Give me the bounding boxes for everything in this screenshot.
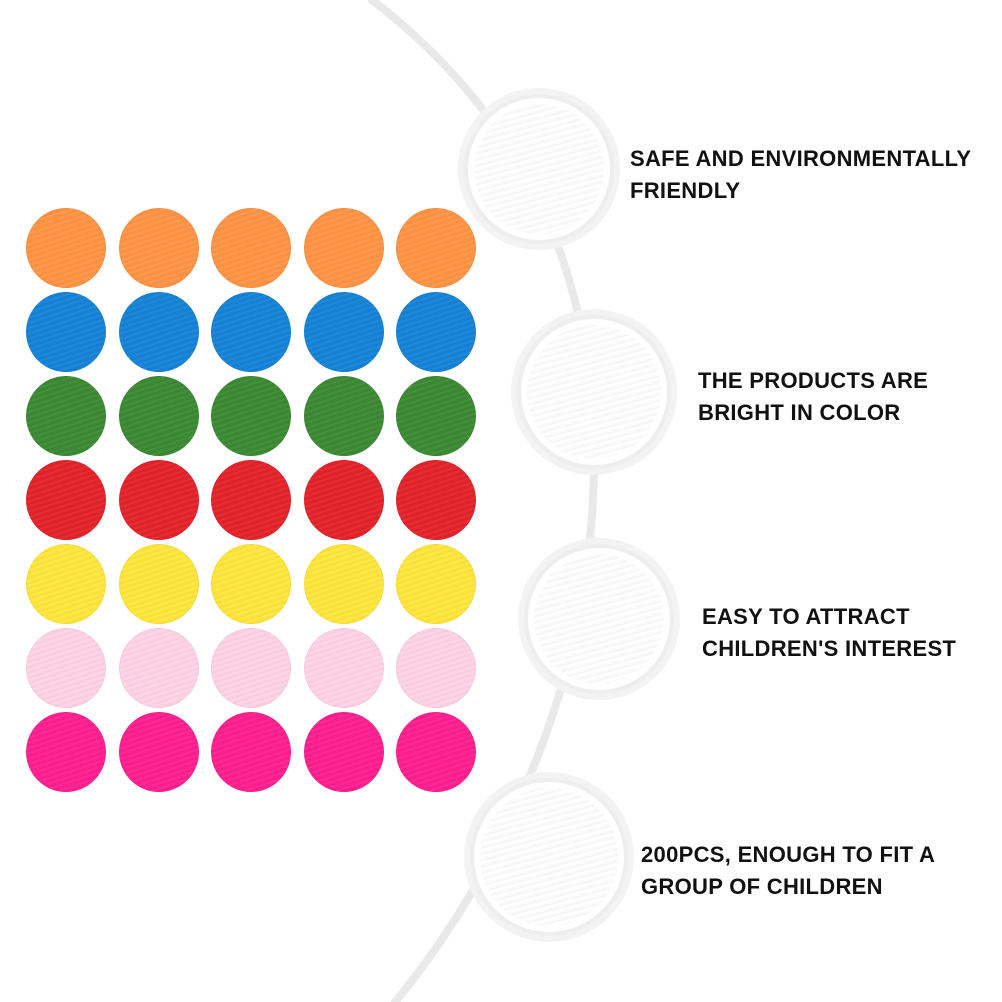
- feature-bubble-ring-1: [468, 98, 610, 240]
- blue-chip-icon: [534, 554, 664, 684]
- feature-2-line-1: THE PRODUCTS ARE: [698, 368, 929, 393]
- red-chip-icon: [118, 460, 199, 540]
- feature-bubble-ring-2: [521, 319, 667, 465]
- feature-label-2: THE PRODUCTS ARE BRIGHT IN COLOR: [698, 365, 928, 429]
- feature-bubble-ring-4: [474, 782, 624, 932]
- feature-1-line-1: SAFE AND ENVIRONMENTALLY: [630, 146, 972, 171]
- blue-chip-icon: [26, 292, 106, 372]
- magenta-chip-icon: [474, 104, 604, 234]
- blue-chip-icon: [303, 292, 384, 372]
- pink-chip-icon: [26, 628, 106, 708]
- green-chip-icon: [396, 376, 476, 456]
- magenta-chip-icon: [211, 712, 291, 792]
- feature-bubble-ring-3: [528, 548, 670, 690]
- pink-chip-icon: [211, 628, 291, 708]
- blue-chip-icon: [396, 292, 476, 372]
- red-chip-icon: [303, 460, 384, 540]
- magenta-chip-icon: [118, 712, 199, 792]
- yellow-chip-icon: [211, 544, 291, 624]
- feature-3-line-1: EASY TO ATTRACT: [702, 604, 910, 629]
- orange-chip-icon: [26, 208, 106, 288]
- feature-label-4: 200PCS, ENOUGH TO FIT A GROUP OF CHILDRE…: [641, 839, 935, 903]
- pink-chip-icon: [527, 325, 661, 459]
- orange-chip-icon: [396, 208, 476, 288]
- feature-label-1: SAFE AND ENVIRONMENTALLY FRIENDLY: [630, 143, 971, 207]
- yellow-chip-icon: [118, 544, 199, 624]
- green-chip-icon: [26, 376, 106, 456]
- red-chip-icon: [480, 788, 618, 926]
- pink-chip-icon: [396, 628, 476, 708]
- red-chip-icon: [211, 460, 291, 540]
- orange-chip-icon: [118, 208, 199, 288]
- feature-3-line-2: CHILDREN'S INTEREST: [702, 636, 957, 661]
- feature-label-3: EASY TO ATTRACT CHILDREN'S INTEREST: [702, 601, 956, 665]
- green-chip-icon: [303, 376, 384, 456]
- blue-chip-icon: [211, 292, 291, 372]
- yellow-chip-icon: [396, 544, 476, 624]
- feature-4-line-2: GROUP OF CHILDREN: [641, 874, 883, 899]
- green-chip-icon: [211, 376, 291, 456]
- feature-4-line-1: 200PCS, ENOUGH TO FIT A: [641, 842, 936, 867]
- orange-chip-icon: [211, 208, 291, 288]
- pink-chip-icon: [303, 628, 384, 708]
- orange-chip-icon: [303, 208, 384, 288]
- red-chip-icon: [26, 460, 106, 540]
- green-chip-icon: [118, 376, 199, 456]
- yellow-chip-icon: [26, 544, 106, 624]
- pink-chip-icon: [118, 628, 199, 708]
- magenta-chip-icon: [26, 712, 106, 792]
- magenta-chip-icon: [396, 712, 476, 792]
- chip-grid: [26, 208, 478, 798]
- blue-chip-icon: [118, 292, 199, 372]
- magenta-chip-icon: [303, 712, 384, 792]
- yellow-chip-icon: [303, 544, 384, 624]
- red-chip-icon: [396, 460, 476, 540]
- feature-1-line-2: FRIENDLY: [630, 178, 741, 203]
- feature-2-line-2: BRIGHT IN COLOR: [698, 400, 901, 425]
